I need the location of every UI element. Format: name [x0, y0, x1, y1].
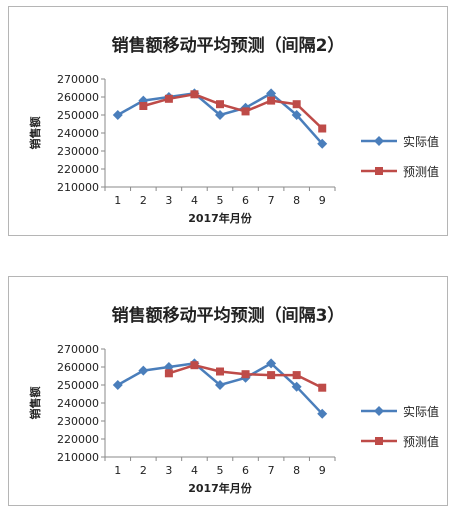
y-tick-label: 220000 [57, 433, 99, 446]
chart-panel-interval-2: 销售额移动平均预测（间隔2） 210000 220000 230000 240000 2… [8, 6, 448, 236]
y-axis-label: 销售额 [28, 117, 42, 150]
data-point-actual [317, 138, 328, 149]
data-point-actual [291, 381, 302, 392]
x-tick-label: 3 [165, 194, 172, 207]
line-chart-interval-2: 210000 220000 230000 240000 250000 260000 2700… [28, 73, 336, 225]
legend-item-forecast: 预测值 [361, 165, 439, 179]
data-point-actual [112, 110, 123, 120]
y-tick-label: 210000 [57, 181, 99, 194]
data-point-actual [215, 110, 225, 120]
y-tick-label: 240000 [57, 127, 99, 140]
chart-title: 销售额移动平均预测（间隔2） [111, 36, 345, 56]
y-tick-label: 270000 [57, 73, 99, 86]
chart-legend: 实际值 预测值 [361, 135, 439, 195]
x-tick-label: 1 [114, 464, 121, 477]
data-point-forecast [267, 371, 276, 380]
x-tick-label: 4 [191, 464, 198, 477]
x-tick-label: 8 [293, 194, 300, 207]
legend-label: 实际值 [403, 405, 440, 419]
y-tick-label: 220000 [57, 163, 99, 176]
diamond-marker-icon [361, 136, 397, 146]
data-point-actual [266, 88, 277, 99]
x-tick-label: 5 [217, 464, 224, 477]
x-tick-label: 6 [242, 464, 249, 477]
data-point-actual [112, 380, 123, 390]
series-line-forecast [142, 93, 324, 130]
data-point-actual [291, 110, 302, 120]
x-tick-label: 8 [293, 464, 300, 477]
line-chart-interval-3: 210000 220000 230000 240000 250000 260000 2700… [28, 343, 336, 495]
legend-label: 预测值 [403, 435, 440, 449]
y-tick-label: 250000 [57, 109, 99, 122]
x-tick-label: 2 [140, 464, 147, 477]
x-tick-label: 4 [191, 194, 198, 207]
y-tick-label: 260000 [57, 91, 99, 104]
x-tick-label: 9 [319, 464, 326, 477]
y-axis-label: 销售额 [28, 387, 42, 420]
x-tick-label: 1 [114, 194, 121, 207]
x-tick-label: 6 [242, 194, 249, 207]
data-point-forecast [190, 90, 199, 99]
y-tick-label: 230000 [57, 145, 99, 158]
y-tick-label: 210000 [57, 451, 99, 464]
data-point-forecast [216, 367, 224, 376]
data-point-forecast [164, 369, 173, 378]
x-tick-label: 5 [217, 194, 224, 207]
data-point-forecast [241, 107, 250, 116]
data-point-actual [317, 408, 328, 419]
diamond-marker-icon [361, 406, 397, 416]
data-point-forecast [190, 361, 199, 370]
square-marker-icon [361, 167, 397, 175]
x-tick-label: 7 [268, 464, 275, 477]
data-point-actual [266, 358, 277, 369]
x-tick-label: 9 [319, 194, 326, 207]
x-tick-label: 2 [140, 194, 147, 207]
legend-item-forecast: 预测值 [361, 435, 439, 449]
legend-item-actual: 实际值 [361, 405, 439, 419]
legend-item-actual: 实际值 [361, 135, 439, 149]
x-axis-label: 2017年月份 [188, 481, 253, 495]
data-point-forecast [318, 383, 327, 392]
y-tick-label: 250000 [57, 379, 99, 392]
y-tick-label: 230000 [57, 415, 99, 428]
chart-title: 销售额移动平均预测（间隔3） [111, 306, 345, 326]
legend-label: 预测值 [403, 165, 440, 179]
data-point-actual [138, 365, 149, 376]
chart-panel-interval-3: 销售额移动平均预测（间隔3） 210000 220000 230000 240000 2… [8, 276, 448, 506]
data-point-forecast [139, 102, 148, 110]
x-tick-label: 7 [268, 194, 275, 207]
data-point-actual [215, 380, 225, 390]
y-tick-label: 260000 [57, 361, 99, 374]
data-point-forecast [164, 94, 173, 103]
square-marker-icon [361, 437, 397, 445]
data-point-forecast [292, 100, 301, 109]
x-tick-label: 3 [165, 464, 172, 477]
x-axis-label: 2017年月份 [188, 211, 253, 225]
chart-legend: 实际值 预测值 [361, 405, 439, 465]
data-point-forecast [216, 100, 224, 109]
data-point-forecast [241, 370, 250, 379]
data-point-forecast [318, 124, 327, 133]
y-tick-label: 240000 [57, 397, 99, 410]
y-tick-label: 270000 [57, 343, 99, 356]
legend-label: 实际值 [403, 135, 440, 149]
data-point-forecast [267, 96, 276, 105]
data-point-forecast [292, 371, 301, 380]
